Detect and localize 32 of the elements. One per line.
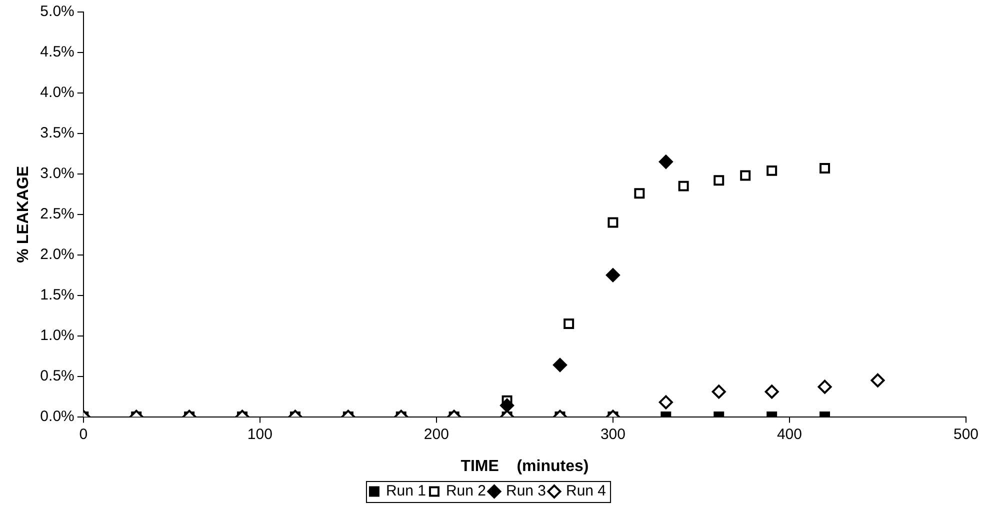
point xyxy=(658,154,673,169)
x-axis-title: TIME (minutes) xyxy=(460,458,589,475)
y-tick-label: 0.0% xyxy=(40,408,74,425)
point xyxy=(608,217,618,228)
y-tick-label: 2.5% xyxy=(40,206,74,223)
legend-label: Run 2 xyxy=(446,482,486,500)
point xyxy=(634,188,645,199)
y-tick-label: 5.0% xyxy=(40,3,74,20)
legend-label: Run 1 xyxy=(386,482,426,500)
x-tick-label: 0 xyxy=(79,426,88,443)
y-tick-label: 4.0% xyxy=(40,84,74,102)
y-tick-label: 4.5% xyxy=(40,44,74,61)
legend-label: Run 4 xyxy=(566,482,606,500)
point xyxy=(820,163,830,174)
point xyxy=(714,175,724,186)
x-tick-label: 400 xyxy=(776,426,802,443)
x-tick-label: 500 xyxy=(953,426,979,443)
point xyxy=(740,170,751,181)
y-tick-label: 1.0% xyxy=(40,326,74,344)
y-tick-label: 3.0% xyxy=(40,165,74,182)
y-tick-label: 1.5% xyxy=(40,286,74,304)
x-tick-label: 100 xyxy=(247,426,272,443)
point xyxy=(766,165,778,176)
y-tick-label: 0.5% xyxy=(40,367,74,384)
y-tick-label: 2.0% xyxy=(40,246,74,264)
x-tick-label: 200 xyxy=(424,426,449,443)
x-tick-label: 300 xyxy=(600,426,626,443)
y-tick-label: 3.5% xyxy=(40,124,74,142)
y-axis-title: % LEAKAGE xyxy=(15,166,32,263)
point xyxy=(678,180,689,192)
point xyxy=(606,268,620,282)
legend-label: Run 3 xyxy=(506,482,546,500)
